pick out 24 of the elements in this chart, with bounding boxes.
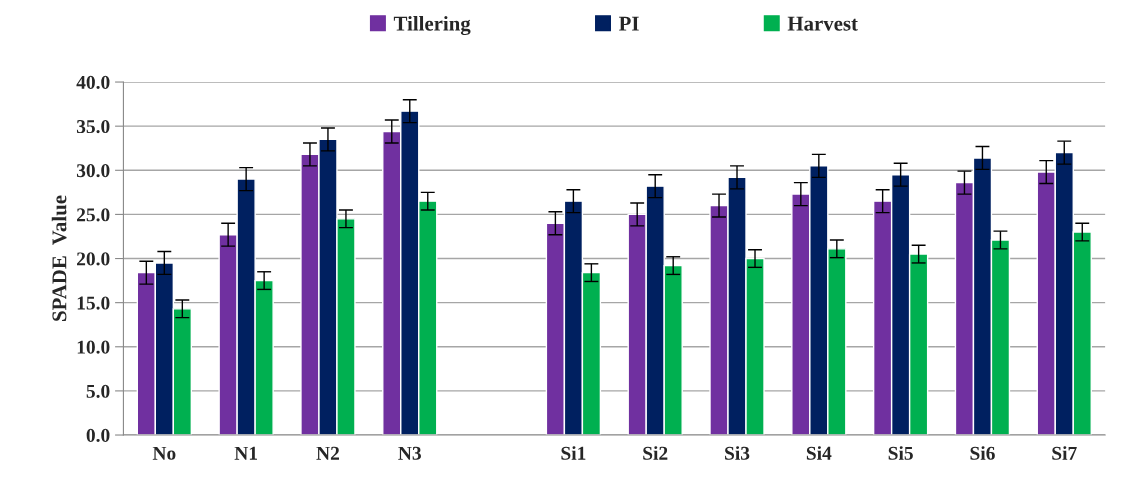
y-axis-title: SPADE Value xyxy=(51,195,67,321)
y-tick-label: 0.0 xyxy=(86,428,110,443)
x-tick-label: Si1 xyxy=(561,446,586,460)
x-tick-label: Si2 xyxy=(643,446,668,460)
x-tick-label: Si4 xyxy=(806,446,832,460)
y-tick-label: 40.0 xyxy=(76,75,110,90)
legend-label: Harvest xyxy=(787,16,858,31)
x-tick-label: Si5 xyxy=(888,446,913,460)
x-tick-label: Si3 xyxy=(725,446,750,460)
y-tick-label: 20.0 xyxy=(77,252,110,266)
y-tick-label: 25.0 xyxy=(77,208,110,222)
legend-label: PI xyxy=(618,16,639,31)
y-tick-label: 30.0 xyxy=(76,164,110,178)
x-tick-label: Si7 xyxy=(1052,446,1077,460)
x-tick-label: N2 xyxy=(316,446,339,460)
legend-label: Tillering xyxy=(393,16,471,36)
y-tick-label: 35.0 xyxy=(76,119,110,134)
y-tick-label: 10.0 xyxy=(77,340,110,354)
x-tick-label: No xyxy=(152,446,176,460)
x-tick-label: N3 xyxy=(398,446,421,460)
y-tick-label: 5.0 xyxy=(86,384,110,398)
y-tick-label: 15.0 xyxy=(77,296,110,310)
x-tick-label: Si6 xyxy=(970,446,995,460)
x-tick-label: N1 xyxy=(234,446,258,460)
